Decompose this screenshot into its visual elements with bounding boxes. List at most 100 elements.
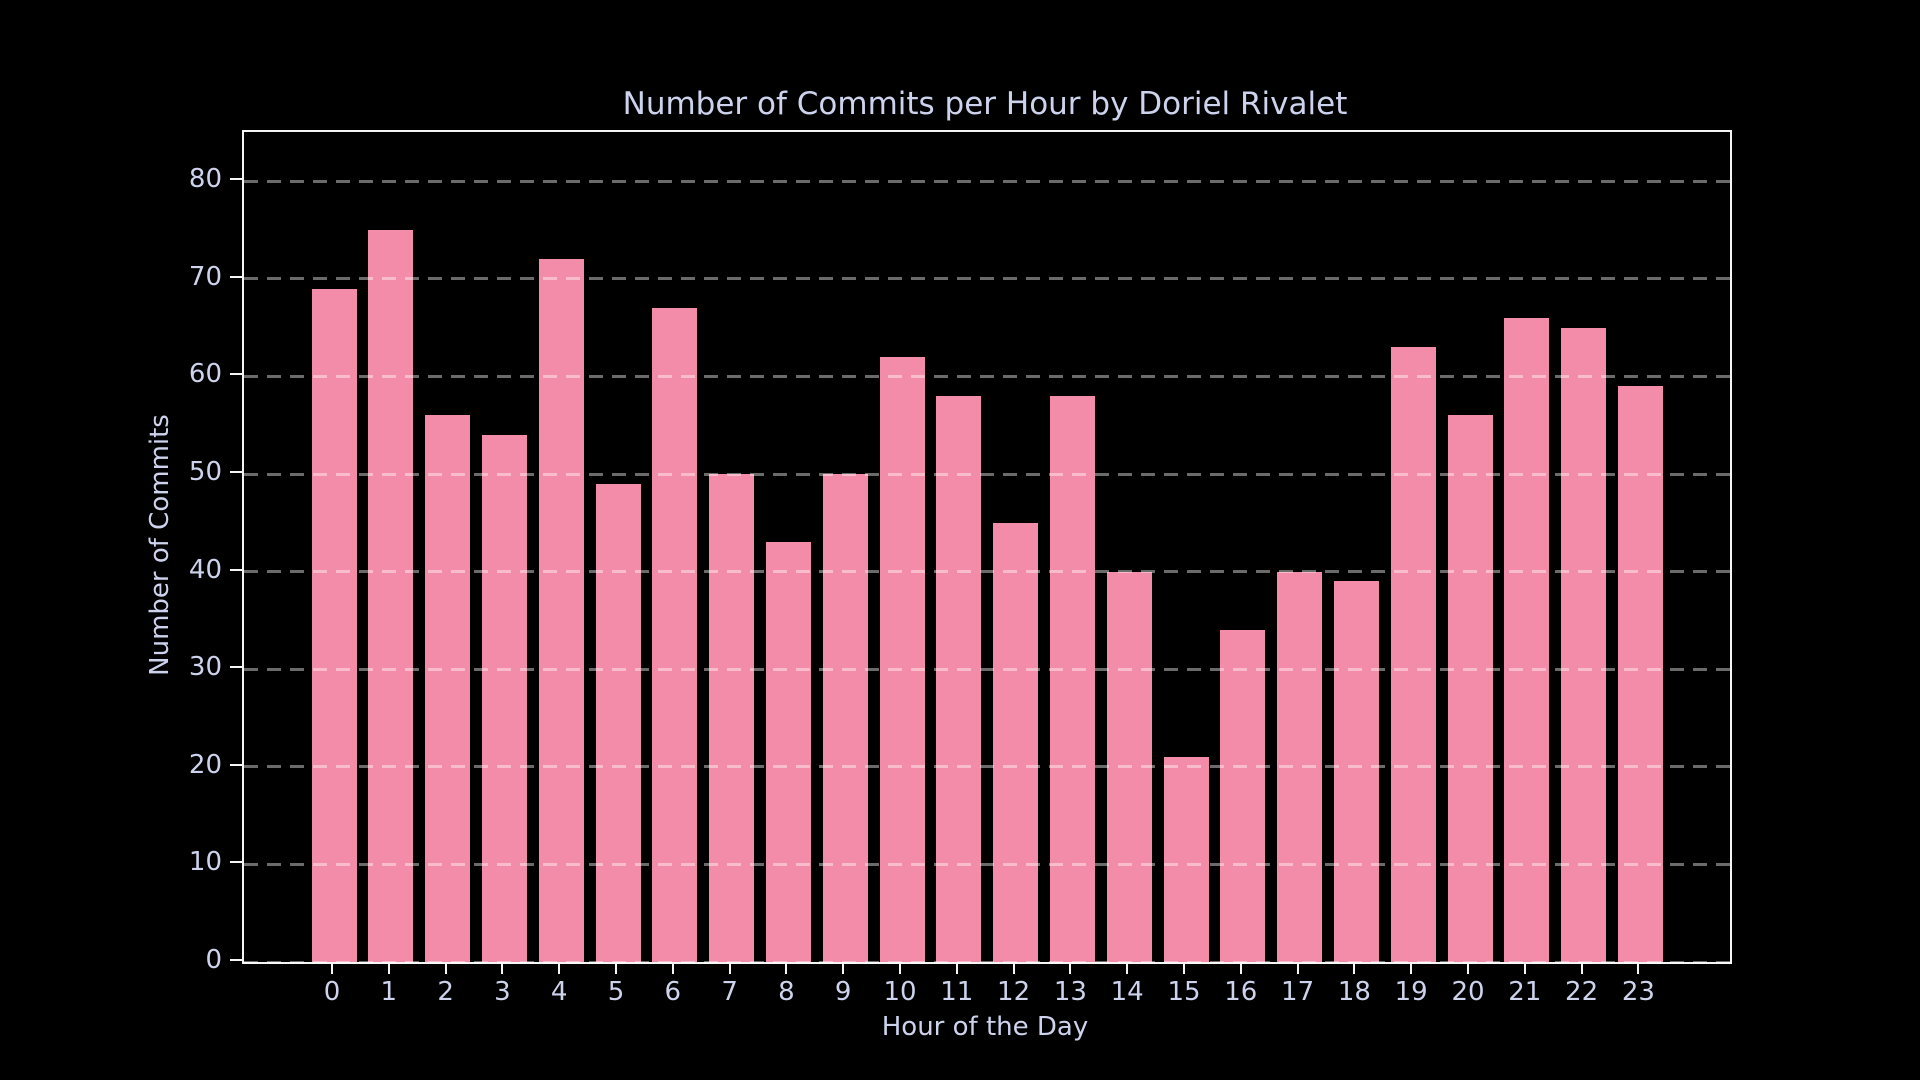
x-tick-mark-13 [1069, 962, 1072, 974]
x-tick-label-10: 10 [883, 977, 917, 1007]
gridline-y-80 [244, 179, 1730, 183]
bar-hour-11 [936, 395, 982, 962]
x-tick-label-11: 11 [940, 977, 974, 1007]
x-tick-label-17: 17 [1281, 977, 1315, 1007]
bar-hour-3 [481, 434, 527, 962]
bar-hour-4 [538, 259, 584, 962]
x-tick-mark-4 [558, 962, 561, 974]
x-tick-mark-1 [387, 962, 390, 974]
gridline-y-70 [244, 277, 1730, 281]
y-tick-mark-30 [230, 666, 242, 669]
bar-hour-21 [1504, 317, 1550, 962]
gridline-y-0 [244, 960, 1730, 964]
y-tick-mark-0 [230, 959, 242, 961]
bar-hour-15 [1163, 757, 1209, 962]
x-tick-label-22: 22 [1565, 977, 1599, 1007]
bar-hour-23 [1617, 386, 1663, 962]
x-tick-mark-16 [1239, 962, 1242, 974]
gridline-y-40 [244, 570, 1730, 574]
x-tick-mark-21 [1523, 962, 1526, 974]
y-tick-label-80: 80 [188, 164, 222, 195]
x-tick-mark-5 [615, 962, 617, 974]
x-tick-label-4: 4 [550, 977, 568, 1007]
x-tick-label-6: 6 [664, 977, 682, 1007]
x-tick-label-20: 20 [1451, 977, 1485, 1007]
y-tick-mark-20 [230, 763, 242, 766]
y-tick-label-0: 0 [205, 945, 222, 975]
y-tick-label-60: 60 [188, 359, 222, 390]
y-tick-mark-80 [230, 178, 242, 181]
bar-hour-9 [822, 474, 868, 962]
bar-hour-17 [1277, 571, 1323, 962]
x-tick-label-18: 18 [1337, 977, 1371, 1007]
x-tick-label-14: 14 [1110, 977, 1144, 1007]
gridline-y-30 [244, 667, 1730, 671]
bar-hour-18 [1333, 581, 1379, 962]
x-tick-label-7: 7 [721, 977, 738, 1007]
bar-hour-8 [765, 542, 811, 962]
x-tick-label-1: 1 [380, 977, 398, 1007]
bar-hour-22 [1561, 327, 1607, 962]
y-tick-label-70: 70 [188, 261, 222, 292]
gridline-y-20 [244, 765, 1730, 769]
x-tick-label-5: 5 [607, 977, 625, 1007]
y-tick-label-10: 10 [188, 847, 222, 878]
x-tick-mark-10 [899, 962, 901, 974]
y-axis-label: Number of Commits [145, 414, 175, 676]
x-tick-label-19: 19 [1394, 977, 1428, 1007]
x-tick-mark-14 [1126, 962, 1129, 974]
x-tick-label-2: 2 [437, 977, 454, 1007]
bar-hour-12 [993, 522, 1039, 962]
x-tick-mark-15 [1183, 962, 1185, 974]
bar-hour-0 [311, 288, 357, 962]
bar-hour-19 [1390, 347, 1436, 962]
x-tick-label-3: 3 [494, 977, 511, 1007]
x-tick-label-16: 16 [1224, 977, 1258, 1007]
x-tick-mark-22 [1580, 962, 1583, 974]
chart-title: Number of Commits per Hour by Doriel Riv… [622, 86, 1348, 122]
x-tick-mark-20 [1467, 962, 1469, 974]
x-tick-mark-9 [842, 962, 845, 974]
y-tick-label-40: 40 [188, 554, 222, 585]
x-tick-mark-0 [331, 962, 333, 974]
x-tick-label-15: 15 [1167, 977, 1201, 1007]
x-tick-label-23: 23 [1621, 977, 1655, 1007]
bar-hour-7 [709, 474, 755, 962]
bar-hour-10 [879, 356, 925, 962]
bar-hour-16 [1220, 630, 1266, 962]
y-tick-mark-10 [230, 861, 242, 864]
bar-hour-14 [1106, 571, 1152, 962]
x-tick-label-9: 9 [834, 977, 852, 1007]
bar-hour-2 [425, 415, 471, 962]
x-tick-label-8: 8 [778, 977, 795, 1007]
y-tick-label-20: 20 [188, 749, 222, 780]
x-tick-mark-2 [444, 962, 447, 974]
bar-hour-1 [368, 230, 414, 962]
y-tick-mark-50 [230, 471, 242, 473]
x-tick-mark-23 [1637, 962, 1640, 974]
y-tick-mark-40 [230, 568, 242, 571]
gridline-y-10 [244, 862, 1730, 866]
x-tick-label-13: 13 [1053, 977, 1087, 1007]
x-tick-label-0: 0 [323, 977, 341, 1007]
y-tick-label-50: 50 [188, 457, 222, 487]
x-tick-mark-11 [955, 962, 958, 974]
x-tick-mark-7 [728, 962, 731, 974]
gridline-y-60 [244, 374, 1730, 378]
y-tick-mark-70 [230, 275, 242, 278]
y-tick-label-30: 30 [188, 652, 222, 683]
x-tick-mark-17 [1296, 962, 1299, 974]
gridline-y-50 [244, 472, 1730, 476]
x-tick-mark-8 [785, 962, 788, 974]
x-tick-mark-6 [671, 962, 674, 974]
x-tick-label-21: 21 [1508, 977, 1542, 1007]
bar-hour-20 [1447, 415, 1493, 962]
x-tick-mark-18 [1353, 962, 1356, 974]
y-tick-mark-60 [230, 373, 242, 376]
bar-hour-6 [652, 308, 698, 962]
bar-hour-13 [1049, 395, 1095, 962]
x-tick-mark-19 [1410, 962, 1413, 974]
x-axis-label: Hour of the Day [881, 1012, 1089, 1042]
plot-area [242, 130, 1732, 964]
